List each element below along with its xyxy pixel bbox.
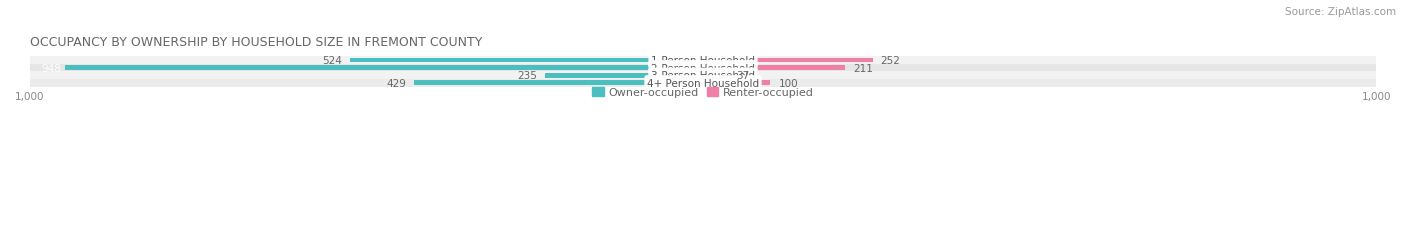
Bar — [30, 80, 1376, 87]
Bar — [350, 58, 703, 63]
Text: 948: 948 — [42, 63, 62, 73]
Text: 235: 235 — [517, 71, 537, 81]
Bar — [703, 66, 845, 71]
Text: 211: 211 — [853, 63, 873, 73]
Bar — [30, 65, 1376, 72]
Bar — [703, 73, 728, 78]
Text: 2-Person Household: 2-Person Household — [651, 63, 755, 73]
Text: 4+ Person Household: 4+ Person Household — [647, 78, 759, 88]
Legend: Owner-occupied, Renter-occupied: Owner-occupied, Renter-occupied — [588, 83, 818, 102]
Bar — [65, 66, 703, 71]
Text: 252: 252 — [880, 56, 901, 66]
Text: 37: 37 — [735, 71, 749, 81]
Bar — [30, 72, 1376, 80]
Text: 429: 429 — [387, 78, 406, 88]
Bar — [703, 58, 873, 63]
Bar — [703, 81, 770, 86]
Text: 3-Person Household: 3-Person Household — [651, 71, 755, 81]
Bar — [544, 73, 703, 78]
Bar — [30, 57, 1376, 65]
Bar — [415, 81, 703, 86]
Text: 1-Person Household: 1-Person Household — [651, 56, 755, 66]
Text: 100: 100 — [779, 78, 799, 88]
Text: 524: 524 — [322, 56, 342, 66]
Text: OCCUPANCY BY OWNERSHIP BY HOUSEHOLD SIZE IN FREMONT COUNTY: OCCUPANCY BY OWNERSHIP BY HOUSEHOLD SIZE… — [30, 36, 482, 49]
Text: Source: ZipAtlas.com: Source: ZipAtlas.com — [1285, 7, 1396, 17]
